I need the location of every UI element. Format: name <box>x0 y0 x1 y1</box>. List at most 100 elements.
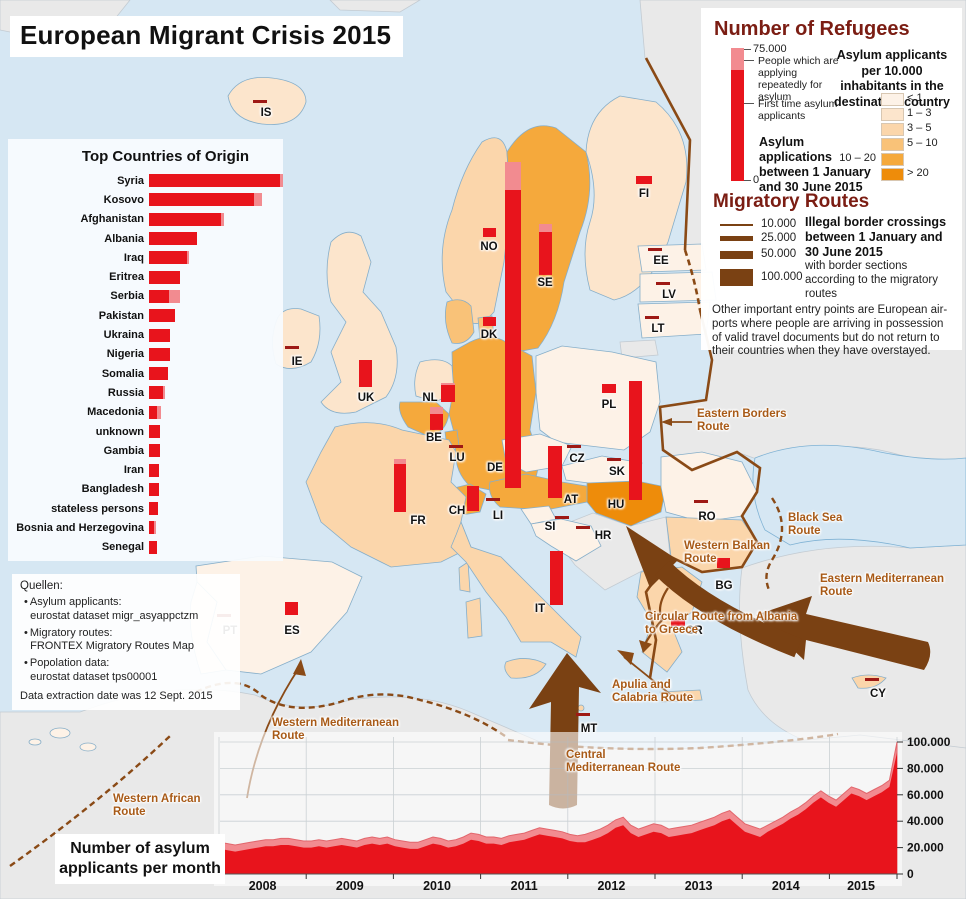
country-code-label-is: IS <box>260 107 272 119</box>
country-bar-pl <box>602 384 616 393</box>
source-item: • Popolation data: eurostat dataset tps00… <box>24 657 158 683</box>
thin-arrowheads <box>293 418 672 676</box>
route-width-sample <box>720 269 753 286</box>
origin-country-label: Eritrea <box>109 271 144 284</box>
country-code-label-gr: GR <box>685 625 703 637</box>
country-code-label-li: LI <box>492 510 504 522</box>
apulia-calabria-arrow <box>623 656 677 700</box>
country-code-label-pl: PL <box>601 399 617 411</box>
country-bar-at <box>548 446 562 498</box>
choropleth-class-label: 1 – 3 <box>907 107 932 119</box>
country-code-label-bg: BG <box>715 580 733 592</box>
origin-row-13: unknown <box>8 422 283 441</box>
origin-row-9: Nigeria <box>8 345 283 364</box>
scale-caption: Asylum applications between 1 January an… <box>759 135 871 194</box>
country-code-label-no: NO <box>480 241 498 253</box>
origin-bar <box>149 289 283 303</box>
country-bar-ch <box>467 486 479 511</box>
eastern-mediterranean-big-arrow <box>756 596 931 670</box>
chart-y-tick-label: 80.000 <box>907 761 944 775</box>
country-code-label-nl: NL <box>422 392 438 404</box>
origin-country-label: Albania <box>104 232 144 245</box>
country-shape-it <box>450 520 582 658</box>
origin-country-label: Bosnia and Herzegovina <box>16 521 144 534</box>
routes-legend-normal-text: with border sections according to the mi… <box>805 260 938 300</box>
country-code-label-cz: CZ <box>569 453 585 465</box>
origin-row-3: Albania <box>8 229 283 248</box>
chart-y-tick-label: 20.000 <box>907 841 944 855</box>
origin-country-label: Ukraina <box>103 329 144 342</box>
chart-y-tick-label: 60.000 <box>907 788 944 802</box>
country-code-label-hu: HU <box>607 499 625 511</box>
country-code-label-uk: UK <box>357 392 375 404</box>
country-shape-si <box>520 505 557 525</box>
origin-chart-title: Top Countries of Origin <box>81 148 250 165</box>
chart-year-label: 2013 <box>685 879 713 893</box>
chart-y-tick-label: 0 <box>907 867 914 881</box>
origin-row-2: Afghanistan <box>8 210 283 229</box>
origin-country-label: Bangladesh <box>81 483 144 496</box>
country-bar-it <box>550 551 563 605</box>
origin-country-label: Kosovo <box>103 193 144 206</box>
route-width-label: 50.000 <box>761 248 797 260</box>
country-code-label-ch: CH <box>448 505 466 517</box>
legend-panel: Number of Refugees 75.000 0 People which… <box>701 8 962 357</box>
routes-legend-note: Other important entry points are Europea… <box>712 304 948 358</box>
chart-year-label: 2011 <box>511 879 538 893</box>
origin-row-7: Pakistan <box>8 306 283 325</box>
origin-bar <box>149 193 283 207</box>
country-bar-es <box>285 602 298 615</box>
country-bar-dk <box>483 317 496 326</box>
origin-bar <box>149 232 283 246</box>
country-bar-fi <box>636 176 652 184</box>
origin-row-6: Serbia <box>8 287 283 306</box>
origin-country-label: Russia <box>107 386 144 399</box>
origin-row-17: stateless persons <box>8 499 283 518</box>
origin-bar <box>149 251 283 265</box>
origin-bar <box>149 328 283 342</box>
country-minimal-line-lu <box>449 445 463 448</box>
country-code-label-ro: RO <box>698 511 716 523</box>
country-code-label-ee: EE <box>653 255 669 267</box>
country-minimal-line-is <box>253 100 267 103</box>
country-code-label-de: DE <box>487 462 503 474</box>
sources-footer: Data extraction date was 12 Sept. 2015 <box>20 689 213 702</box>
country-minimal-line-si <box>555 516 569 519</box>
routes-legend-heading: Migratory Routes <box>713 191 870 212</box>
monthly-chart-title-box: Number of asylum applicants per month <box>55 834 225 884</box>
origin-chart-rows: Syria Kosovo Afghanistan Albania Iraq Eritrea… <box>8 171 283 557</box>
chart-year-label: 2008 <box>249 879 277 893</box>
repeat-applicants-label: People which are applying repeatedly for… <box>758 55 839 104</box>
country-code-label-es: ES <box>284 625 300 637</box>
chart-year-label: 2009 <box>336 879 364 893</box>
country-code-label-lt: LT <box>651 323 665 335</box>
country-minimal-line-lt <box>645 316 659 319</box>
country-bar-se <box>539 224 552 275</box>
country-bar-de <box>505 162 521 488</box>
country-bar-hu <box>629 381 642 500</box>
country-code-label-it: IT <box>534 603 546 615</box>
sources-items: • Asylum applicants: eurostat dataset mig… <box>20 596 236 685</box>
origin-country-label: Nigeria <box>106 348 144 361</box>
country-bar-be <box>430 407 443 430</box>
monthly-chart-title: Number of asylum applicants per month <box>59 840 221 877</box>
choropleth-class-label: 10 – 20 <box>839 152 876 164</box>
choropleth-swatch <box>881 138 904 151</box>
origin-row-8: Ukraina <box>8 325 283 344</box>
origin-country-label: Pakistan <box>98 309 144 322</box>
origin-bar <box>149 405 283 419</box>
country-bar-gr <box>671 616 685 626</box>
origin-bar <box>149 463 283 477</box>
country-minimal-line-cz <box>567 445 581 448</box>
route-width-label: 25.000 <box>761 231 797 244</box>
origin-country-label: Macedonia <box>87 406 144 419</box>
origin-row-0: Syria <box>8 171 283 190</box>
sources-panel: Quellen: • Asylum applicants: eurostat da… <box>12 574 240 710</box>
origin-chart-panel: Top Countries of Origin Syria Kosovo Afgha… <box>8 139 283 561</box>
country-shape-fr <box>305 422 472 568</box>
origin-bar <box>149 425 283 438</box>
country-code-label-ie: IE <box>291 356 303 368</box>
country-code-label-si: SI <box>544 521 556 533</box>
route-label: Western Mediterranean Route <box>272 717 399 743</box>
